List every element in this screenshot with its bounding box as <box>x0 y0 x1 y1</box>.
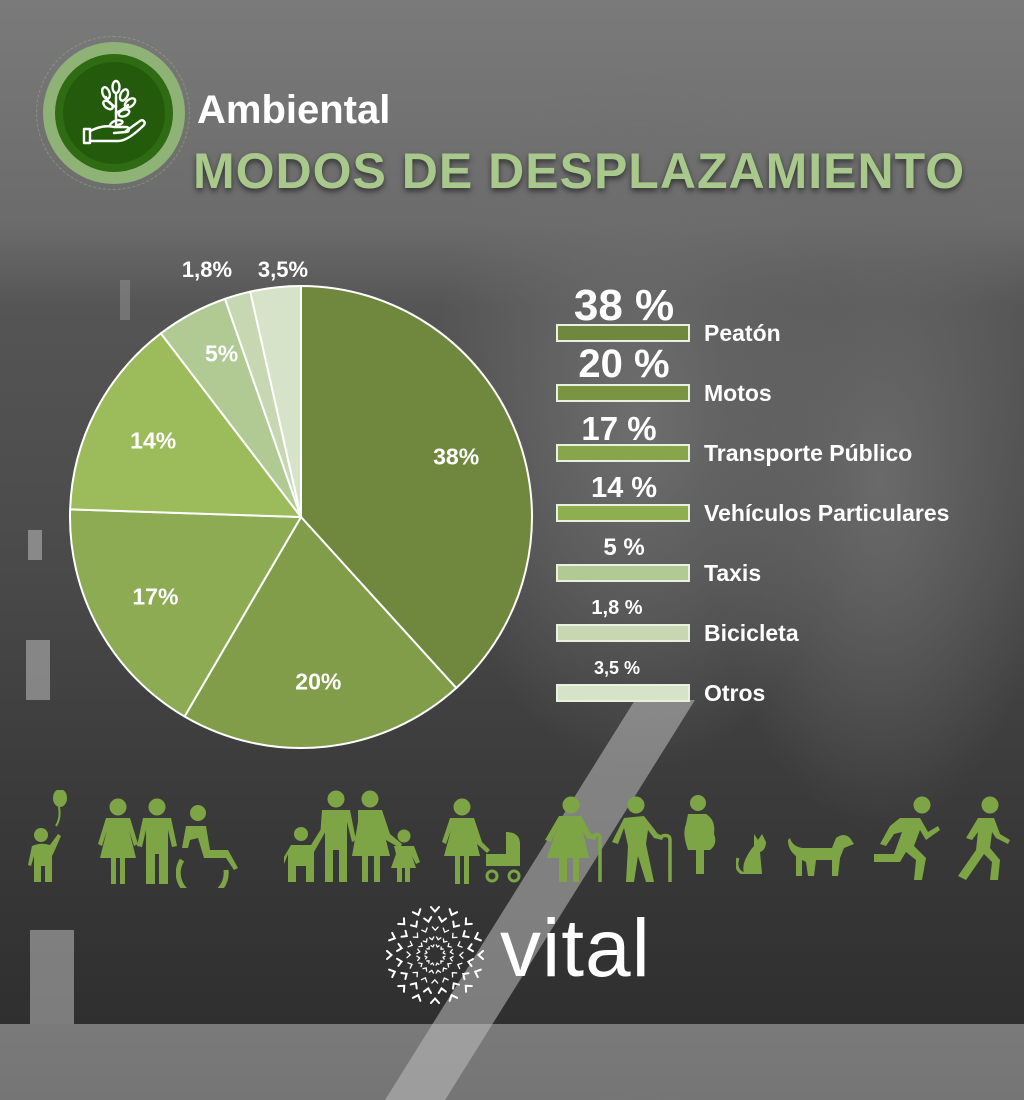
pie-slice-vehiculos-particulares <box>69 332 302 518</box>
elderly-man-cane-icon <box>612 796 672 882</box>
legend-bar <box>556 684 690 702</box>
pie-slice-transporte-publico <box>69 508 302 718</box>
page-title: MODOS DE DESPLAZAMIENTO <box>193 143 966 199</box>
pie-chart <box>69 285 533 749</box>
pedestrian-icons-row <box>0 780 1024 888</box>
badge-ring <box>36 36 190 190</box>
legend-label: Motos <box>704 380 772 406</box>
legend-label: Taxis <box>704 560 762 586</box>
legend-value: 14 % <box>590 472 658 504</box>
dog-icon <box>788 835 854 876</box>
legend-label: Bicicleta <box>704 620 799 646</box>
legend-value: 1,8 % <box>591 597 643 619</box>
cat-icon <box>736 834 766 874</box>
brand-name: vital <box>500 903 651 994</box>
pie-slice-label: 3,5% <box>257 257 309 282</box>
legend-label: Vehículos Particulares <box>704 500 950 526</box>
legend-value: 38 % <box>573 281 675 330</box>
legend-bar <box>556 564 690 582</box>
pie-slice-motos <box>183 516 458 749</box>
elderly-woman-cane-icon <box>545 796 602 882</box>
woman-icon <box>98 798 138 884</box>
legend-value: 20 % <box>578 342 670 386</box>
hand-plant-icon <box>82 79 146 145</box>
legend-value: 5 % <box>603 534 645 561</box>
pie-slice-label: 17% <box>132 583 179 610</box>
legend-value: 17 % <box>581 410 657 447</box>
legend-bar <box>556 324 690 342</box>
pie-slice-label: 14% <box>130 427 177 454</box>
legend-label: Otros <box>704 680 766 706</box>
pie-slice-label: 20% <box>295 668 342 695</box>
man-icon <box>137 798 177 884</box>
walker-icon <box>958 796 1010 880</box>
pie-slice-label: 1,8% <box>181 257 233 282</box>
family-icon <box>284 790 420 882</box>
legend-value: 3,5 % <box>593 658 641 678</box>
background-photo <box>26 280 695 1100</box>
legend-bar <box>556 444 690 462</box>
pie-slice-label: 5% <box>205 340 239 367</box>
child-balloon-icon <box>28 790 67 882</box>
legend-bar <box>556 384 690 402</box>
legend-label: Transporte Público <box>704 440 913 466</box>
pie-slice-label: 38% <box>433 443 480 470</box>
legend-label: Peatón <box>704 320 781 346</box>
vital-logo-icon <box>386 906 484 1004</box>
wheelchair-icon <box>176 805 238 888</box>
legend-bar <box>556 504 690 522</box>
pregnant-woman-icon <box>684 795 716 874</box>
pie-slice-otros <box>249 285 302 518</box>
category-label: Ambiental <box>197 88 391 132</box>
legend-bar <box>556 624 690 642</box>
mother-stroller-icon <box>442 798 521 884</box>
environment-badge <box>43 42 185 184</box>
runner-icon <box>874 796 940 880</box>
pie-slice-peaton <box>300 285 533 690</box>
